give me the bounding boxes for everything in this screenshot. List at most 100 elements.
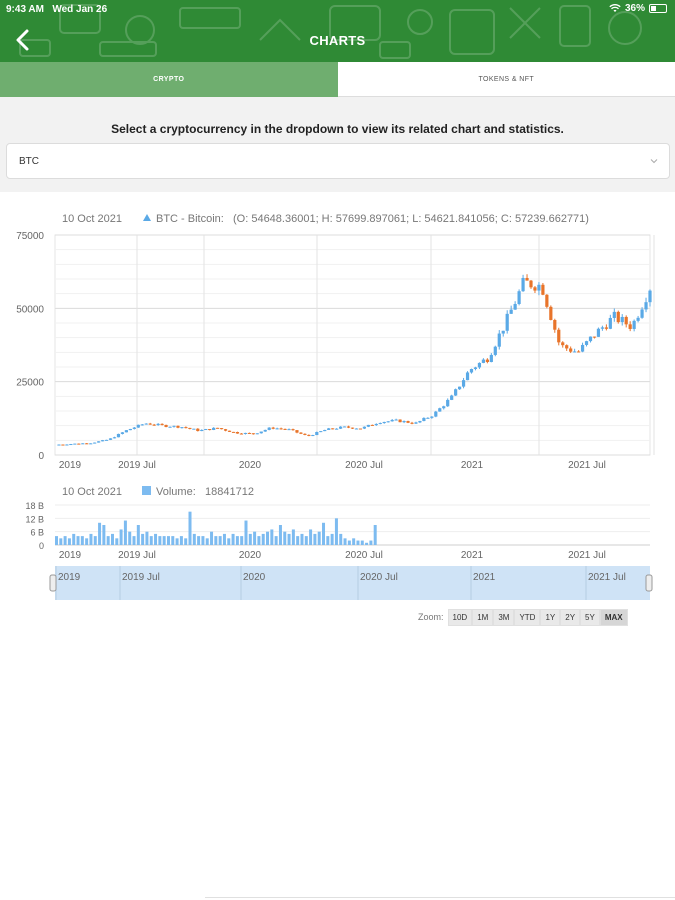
price-y-tick: 75000 <box>16 231 44 242</box>
price-tooltip-values: (O: 54648.36001; H: 57699.897061; L: 546… <box>233 213 589 225</box>
candle-body <box>271 427 275 429</box>
volume-bar <box>322 522 326 545</box>
candle-body <box>584 341 589 345</box>
candle-body <box>533 287 537 291</box>
zoom-5y-button[interactable]: 5Y <box>580 608 600 626</box>
candle-body <box>291 429 295 431</box>
volume-x-tick: 2021 <box>461 550 484 561</box>
crypto-dropdown[interactable]: BTC <box>6 143 670 179</box>
candle-body <box>93 442 97 444</box>
volume-bar <box>188 511 192 545</box>
candle-body <box>116 433 121 438</box>
volume-bar <box>175 538 179 545</box>
zoom-max-button[interactable]: MAX <box>599 608 628 626</box>
candle-body <box>77 443 81 445</box>
candle-body <box>61 444 65 446</box>
navigator-left-handle[interactable] <box>49 574 57 592</box>
candle-body <box>323 429 327 432</box>
candle-body <box>557 329 561 343</box>
candle-body <box>517 291 521 305</box>
volume-bar <box>80 536 84 545</box>
candle-body <box>446 399 450 407</box>
candle-body <box>644 302 648 310</box>
candle-body <box>346 426 351 428</box>
candle-body <box>196 428 200 432</box>
candle-body <box>529 280 533 288</box>
zoom-2y-button[interactable]: 2Y <box>560 608 581 626</box>
zoom-1m-button[interactable]: 1M <box>472 608 494 626</box>
volume-bar <box>240 536 244 545</box>
candle-body <box>176 425 180 428</box>
volume-bar <box>128 531 132 545</box>
volume-bar <box>197 536 201 545</box>
volume-bar <box>257 536 261 545</box>
volume-bar <box>136 525 140 545</box>
volume-bar <box>132 536 136 545</box>
status-right: 36% <box>609 3 667 14</box>
volume-bar <box>248 533 252 545</box>
volume-bar <box>304 536 308 545</box>
volume-x-tick: 2021 Jul <box>568 550 606 561</box>
candle-body <box>354 428 359 430</box>
candle-body <box>442 406 446 409</box>
candle-body <box>128 428 132 431</box>
volume-y-tick: 6 B <box>30 528 44 538</box>
volume-bar <box>274 536 278 545</box>
price-tooltip-series: BTC - Bitcoin: <box>156 213 224 225</box>
candle-body <box>112 437 117 439</box>
candle-body <box>481 359 485 363</box>
candle-body <box>509 309 513 314</box>
volume-bar <box>339 533 343 545</box>
candle-body <box>311 435 315 437</box>
candle-body <box>350 427 355 429</box>
price-tooltip-date: 10 Oct 2021 <box>62 213 122 225</box>
navigator-right-handle[interactable] <box>645 574 653 592</box>
zoom-10d-button[interactable]: 10D <box>447 608 473 626</box>
zoom-1y-button[interactable]: 1Y <box>540 608 561 626</box>
btc-chart[interactable]: 10 Oct 2021 BTC - Bitcoin: (O: 54648.360… <box>0 0 675 640</box>
candle-body <box>216 427 220 429</box>
candle-body <box>549 306 553 320</box>
volume-bar <box>179 536 183 545</box>
volume-bar <box>102 525 106 545</box>
chevron-left-icon <box>16 29 29 51</box>
candle-body <box>422 417 426 421</box>
volume-bar <box>171 536 175 545</box>
volume-bars <box>55 511 377 545</box>
volume-bar <box>205 538 209 545</box>
candle-body <box>465 372 470 381</box>
tab-crypto[interactable]: CRYPTO <box>0 62 338 97</box>
candle-body <box>358 428 363 430</box>
volume-bar <box>222 533 226 545</box>
status-bar: 9:43 AM Wed Jan 26 36% <box>0 0 675 18</box>
page-title: CHARTS <box>309 33 366 48</box>
zoom-3m-button[interactable]: 3M <box>493 608 515 626</box>
candle-body <box>370 424 374 426</box>
candle-body <box>414 422 418 424</box>
candle-body <box>192 428 196 430</box>
volume-bar <box>154 533 158 545</box>
volume-bar <box>184 538 188 545</box>
candle-body <box>69 444 73 446</box>
volume-bar <box>330 533 334 545</box>
candle-body <box>410 422 414 424</box>
back-button[interactable] <box>12 28 34 52</box>
candle-body <box>315 432 319 436</box>
candle-body <box>454 389 458 396</box>
volume-bar <box>326 536 330 545</box>
zoom-ytd-button[interactable]: YTD <box>514 608 541 626</box>
volume-bar <box>309 529 313 545</box>
navigator-area[interactable] <box>55 566 650 600</box>
volume-y-tick: 0 <box>39 541 44 551</box>
candle-body <box>624 316 628 325</box>
navigator-label: 2019 <box>58 572 81 583</box>
volume-bar <box>334 518 338 545</box>
candle-body <box>65 444 69 446</box>
candle-body <box>172 425 176 427</box>
candle-body <box>573 351 577 353</box>
candle-body <box>120 432 125 434</box>
candle-body <box>235 432 240 434</box>
tab-tokens-nft[interactable]: TOKENS & NFT <box>337 62 675 97</box>
candles <box>57 274 652 446</box>
volume-x-tick: 2020 Jul <box>345 550 383 561</box>
